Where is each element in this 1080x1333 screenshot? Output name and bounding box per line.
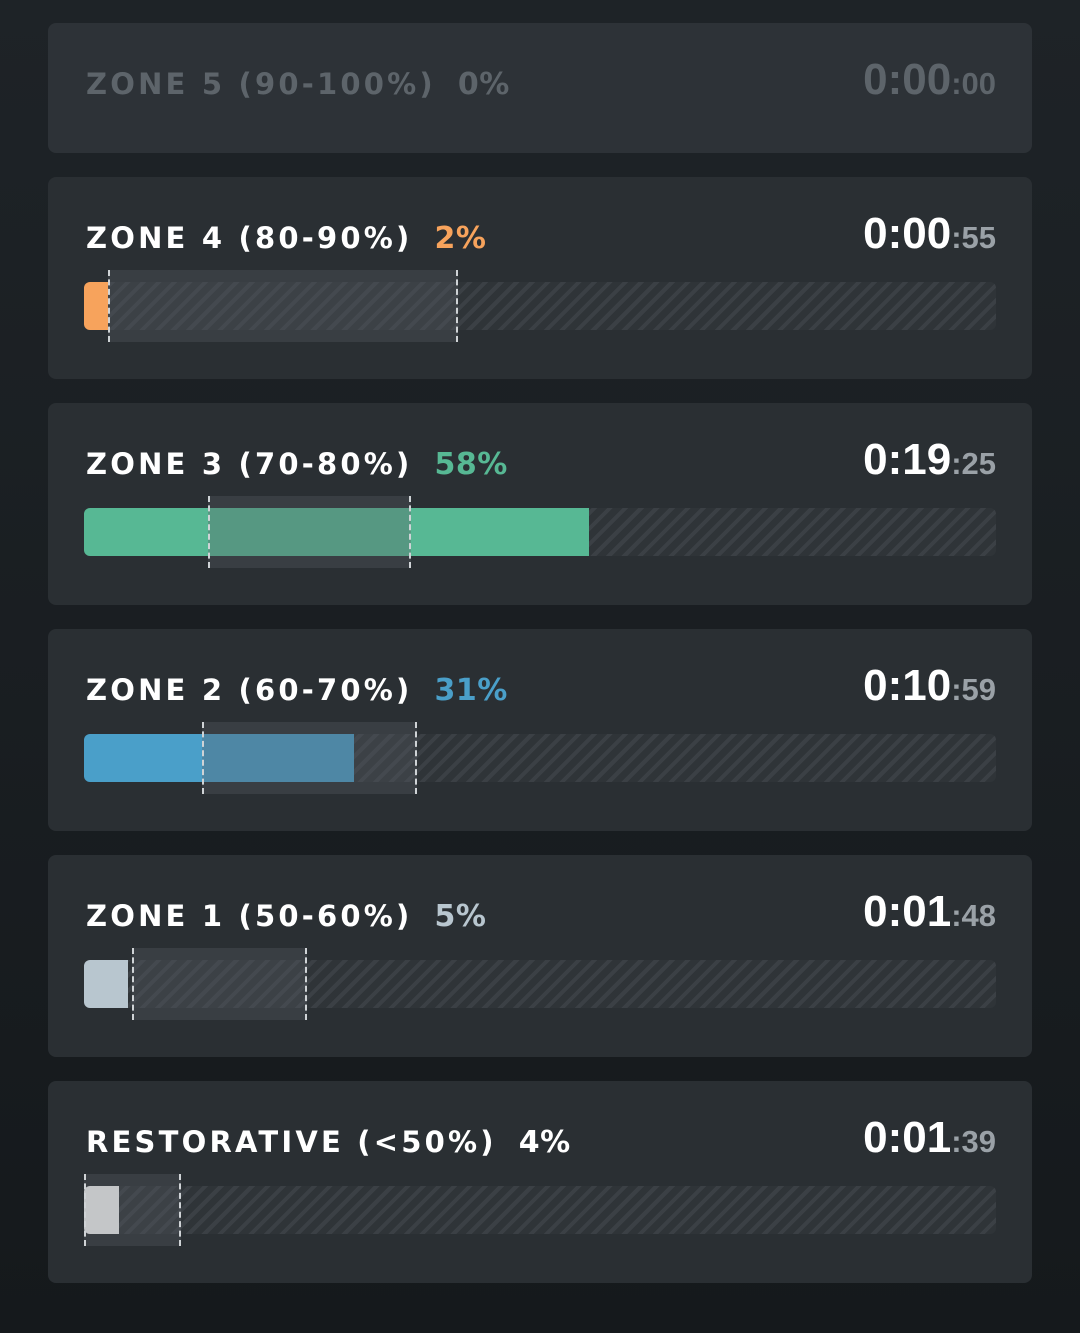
zone-card-restorative: RESTORATIVE (<50%) 4% 0:01:39 [48, 1081, 1032, 1283]
zone-percent: 58% [434, 447, 508, 482]
zone-duration-main: 0:01 [863, 887, 952, 936]
zone-name: ZONE 4 (80-90%) [86, 221, 413, 255]
zone-progress-fill [84, 508, 589, 556]
zone-progress-track [84, 1174, 996, 1246]
zone-target-range [208, 496, 411, 568]
zone-progress-track [84, 270, 996, 342]
zone-label: ZONE 5 (90-100%) 0% [86, 61, 510, 108]
zone-name: ZONE 3 (70-80%) [86, 447, 413, 481]
zone-target-range [108, 270, 458, 342]
zone-duration-seconds: :00 [951, 66, 996, 101]
zone-card-zone-2: ZONE 2 (60-70%) 31% 0:10:59 [48, 629, 1032, 831]
zone-duration: 0:10:59 [863, 661, 996, 721]
zone-progress-track [84, 722, 996, 794]
zone-label: ZONE 2 (60-70%) 31% [86, 667, 508, 714]
zone-duration-main: 0:01 [863, 1113, 952, 1162]
zone-target-range [202, 722, 417, 794]
zone-percent: 2% [434, 221, 487, 256]
zone-duration: 0:00:00 [863, 55, 996, 115]
zone-target-range [132, 948, 307, 1020]
zone-duration-main: 0:10 [863, 661, 952, 710]
zone-name: ZONE 2 (60-70%) [86, 673, 413, 707]
zone-name: ZONE 1 (50-60%) [86, 899, 413, 933]
zone-progress-fill [84, 1186, 119, 1234]
zone-duration-seconds: :55 [951, 220, 996, 255]
zone-percent: 4% [518, 1125, 571, 1160]
zone-name: RESTORATIVE (<50%) [86, 1125, 497, 1159]
zone-duration: 0:00:55 [863, 209, 996, 269]
zone-duration-seconds: :59 [951, 672, 996, 707]
zone-duration-main: 0:19 [863, 435, 952, 484]
zone-progress-track [84, 948, 996, 1020]
zone-label: RESTORATIVE (<50%) 4% [86, 1119, 571, 1166]
zone-duration-seconds: :48 [951, 898, 996, 933]
zone-progress-track [84, 496, 996, 568]
zone-card-zone-3: ZONE 3 (70-80%) 58% 0:19:25 [48, 403, 1032, 605]
zone-progress-fill [84, 734, 354, 782]
zone-duration-main: 0:00 [863, 55, 952, 104]
zone-duration-main: 0:00 [863, 209, 952, 258]
zone-duration: 0:01:39 [863, 1113, 996, 1173]
zone-label: ZONE 3 (70-80%) 58% [86, 441, 508, 488]
zone-label: ZONE 1 (50-60%) 5% [86, 893, 486, 940]
zone-duration-seconds: :39 [951, 1124, 996, 1159]
zone-progress-fill [84, 282, 108, 330]
zone-percent: 0% [457, 67, 510, 102]
zone-card-zone-1: ZONE 1 (50-60%) 5% 0:01:48 [48, 855, 1032, 1057]
zone-label: ZONE 4 (80-90%) 2% [86, 215, 486, 262]
zone-progress-fill [84, 960, 128, 1008]
zone-duration: 0:01:48 [863, 887, 996, 947]
zone-card-zone-5: ZONE 5 (90-100%) 0% 0:00:00 [48, 23, 1032, 153]
zone-percent: 5% [434, 899, 487, 934]
zone-card-zone-4: ZONE 4 (80-90%) 2% 0:00:55 [48, 177, 1032, 379]
zone-duration: 0:19:25 [863, 435, 996, 495]
zone-target-range [84, 1174, 181, 1246]
zone-duration-seconds: :25 [951, 446, 996, 481]
zone-name: ZONE 5 (90-100%) [86, 67, 436, 101]
zone-percent: 31% [434, 673, 508, 708]
